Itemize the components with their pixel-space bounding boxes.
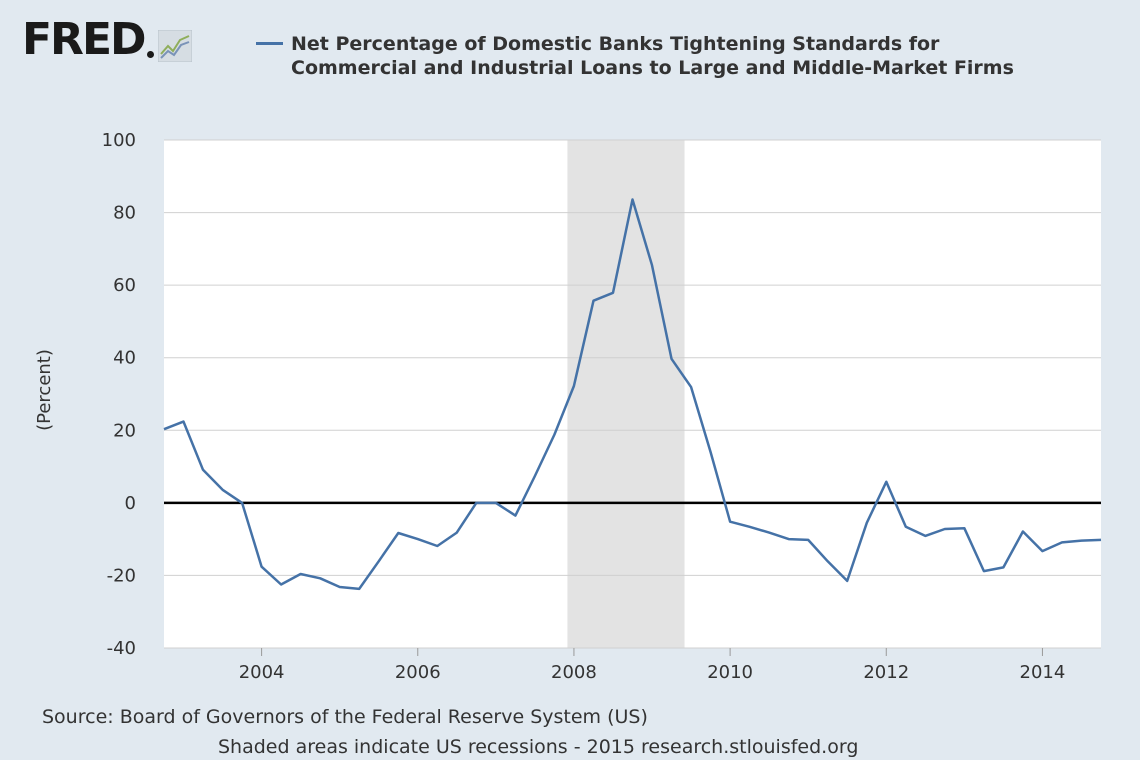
x-tick-label: 2006 — [395, 662, 441, 683]
recession-note: Shaded areas indicate US recessions - 20… — [218, 736, 859, 758]
logo-text: FRED — [22, 14, 147, 65]
fred-graph-icon — [157, 30, 192, 62]
fred-logo: FRED — [22, 18, 192, 62]
y-tick-label: 0 — [125, 493, 136, 514]
gridlines — [164, 139, 1101, 649]
recession-shade — [567, 140, 685, 648]
legend-series-swatch — [256, 42, 283, 45]
y-tick-label: -40 — [107, 638, 136, 659]
y-tick-labels: -40 -20 0 20 40 60 80 100 — [102, 130, 136, 659]
y-tick-label: 40 — [113, 348, 136, 369]
legend-line-1: Net Percentage of Domestic Banks Tighten… — [291, 33, 940, 55]
y-axis-title: (Percent) — [34, 349, 55, 431]
x-tick-label: 2008 — [551, 662, 597, 683]
x-tick-label: 2014 — [1020, 662, 1066, 683]
series-line — [163, 198, 1102, 591]
x-tick-label: 2012 — [863, 662, 909, 683]
chart-legend: Net Percentage of Domestic Banks Tighten… — [256, 32, 1014, 80]
y-tick-label: 80 — [113, 203, 136, 224]
y-tick-label: 100 — [102, 130, 136, 151]
y-tick-label: 20 — [113, 420, 136, 441]
logo-dot — [146, 51, 154, 58]
y-tick-label: 60 — [113, 275, 136, 296]
x-tick-labels: 2004 2006 2008 2010 2012 2014 — [239, 648, 1066, 683]
source-note: Source: Board of Governors of the Federa… — [42, 706, 648, 728]
x-tick-label: 2010 — [707, 662, 753, 683]
legend-line-2: Commercial and Industrial Loans to Large… — [291, 57, 1014, 79]
legend-series-label: Net Percentage of Domestic Banks Tighten… — [291, 32, 1014, 80]
x-tick-label: 2004 — [239, 662, 285, 683]
recession-shading-layer — [567, 140, 685, 648]
y-tick-label: -20 — [107, 565, 136, 586]
